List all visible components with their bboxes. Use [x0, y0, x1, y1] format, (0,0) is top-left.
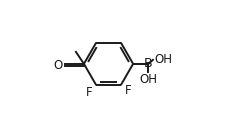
Text: F: F [125, 84, 131, 97]
Text: F: F [86, 86, 92, 99]
Text: O: O [54, 59, 63, 72]
Text: OH: OH [154, 53, 172, 66]
Text: B: B [144, 57, 153, 70]
Text: OH: OH [139, 73, 158, 86]
